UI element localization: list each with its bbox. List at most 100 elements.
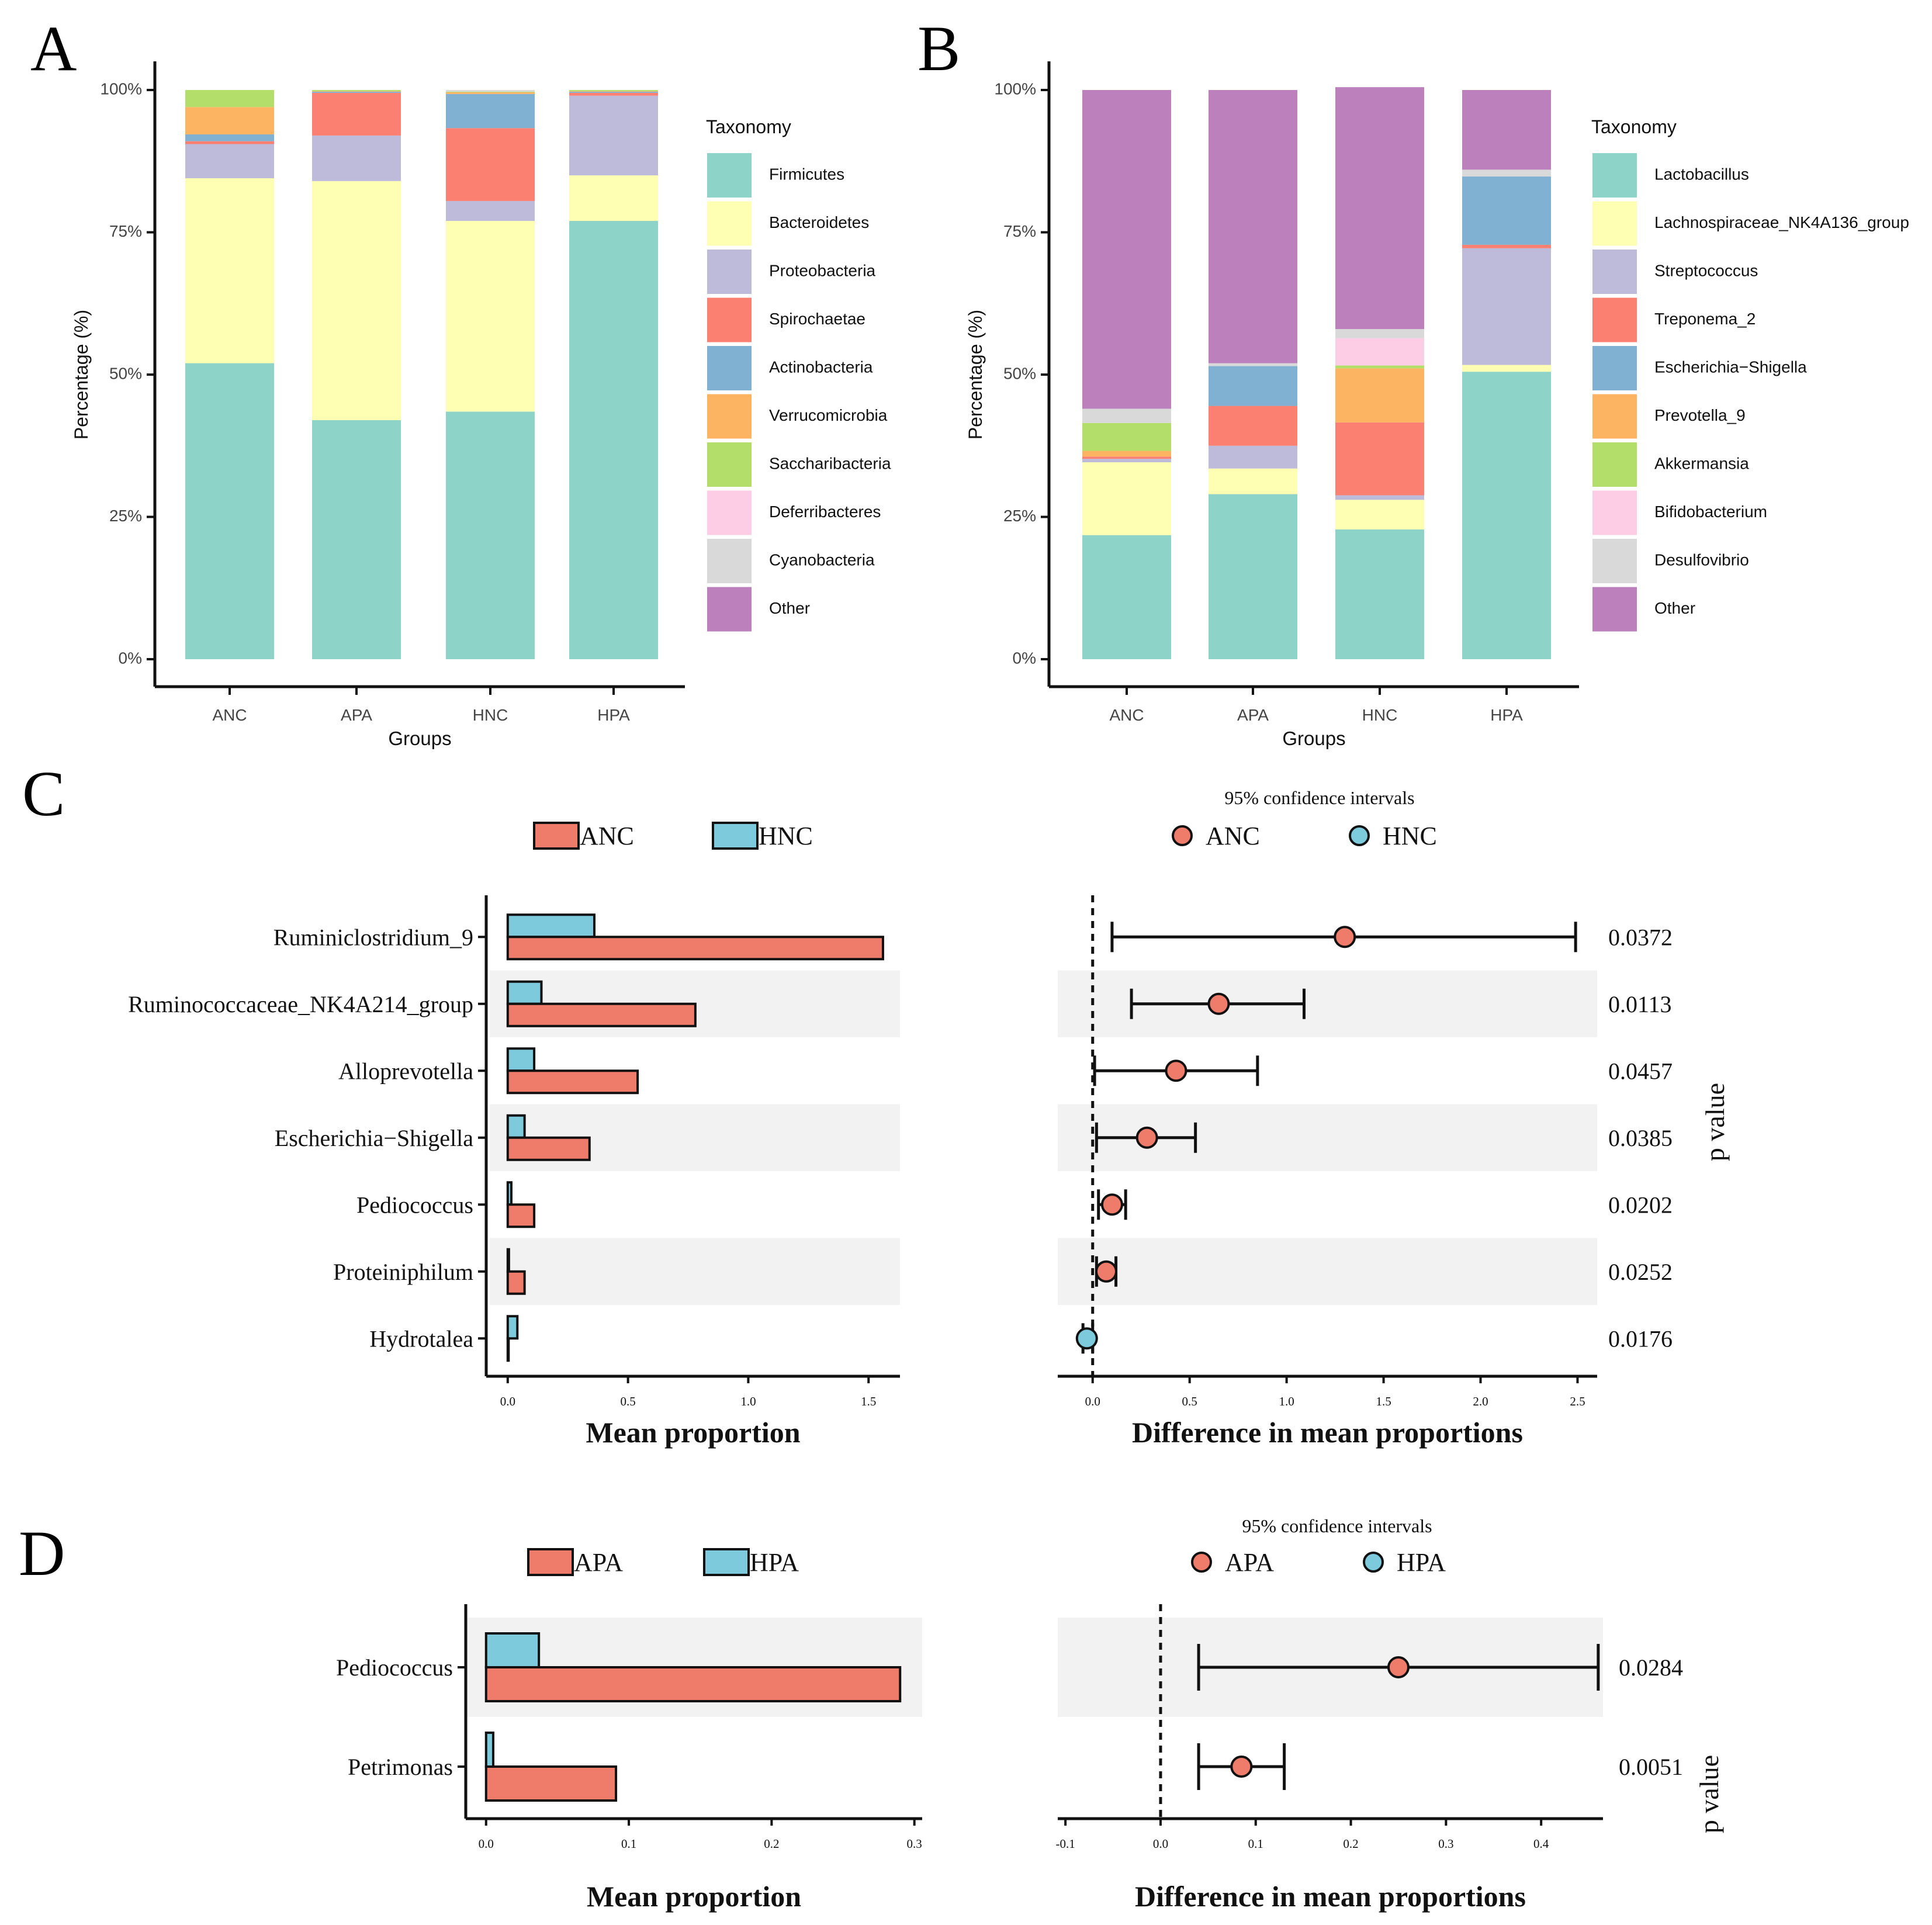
panel-b-bar-apa-streptococcus — [1209, 445, 1297, 469]
panel-a-bar-anc-saccharibacteria — [185, 90, 274, 108]
panel-b-bar-hnc-desulfovibrio — [1335, 329, 1424, 338]
panel-b-legend-title: Taxonomy — [1591, 116, 1677, 137]
panel-c-bar-anc-ruminiclostridium-9 — [506, 936, 884, 961]
panel-label-d: D — [19, 1518, 65, 1589]
panel-c-left-x-tick-label: 0.5 — [621, 1394, 636, 1408]
panel-d-ci-title: 95% confidence intervals — [1242, 1515, 1432, 1536]
panel-c-p-value-hydrotalea: 0.0176 — [1608, 1325, 1673, 1352]
panel-a-x-tick-label: HPA — [597, 706, 630, 724]
panel-b-bar-hnc-lachnospiraceae-nk4a136-group — [1335, 500, 1424, 529]
panel-c-right-x-tick-label: 1.5 — [1376, 1394, 1391, 1408]
panel-d-bar-apa-pediococcus — [484, 1666, 902, 1702]
panel-c-ci-title: 95% confidence intervals — [1224, 787, 1414, 808]
panel-a-bar-hpa-proteobacteria — [569, 95, 658, 176]
panel-b-legend-swatch — [1592, 539, 1637, 583]
panel-a-legend-label: Spirochaetae — [769, 310, 865, 328]
panel-a-y-tick-label: 50% — [109, 364, 142, 382]
panel-c-feature-label-ruminiclostridium-9: Ruminiclostridium_9 — [273, 924, 473, 950]
panel-c-bar-anc-hydrotalea — [506, 1337, 510, 1362]
panel-b-legend-swatch — [1592, 201, 1637, 246]
panel-b-legend-label: Treponema_2 — [1654, 310, 1756, 328]
panel-b-y-tick-label: 50% — [1003, 364, 1036, 382]
panel-b-bar-anc-lachnospiraceae-nk4a136-group — [1082, 462, 1171, 535]
panel-d-left-x-tick-label: 0.0 — [479, 1837, 494, 1851]
panel-d-legend-label-hpa: HPA — [750, 1548, 799, 1577]
panel-d-left-x-tick-label: 0.2 — [764, 1837, 779, 1851]
panel-c-bar-hnc-ruminococcaceae-nk4a214-group — [506, 980, 543, 1005]
panel-d-bar-apa-petrimonas — [484, 1765, 618, 1802]
panel-b-bar-anc-lactobacillus — [1082, 535, 1171, 659]
panel-b-legend-label: Escherichia−Shigella — [1654, 358, 1807, 376]
panel-c-feature-label-alloprevotella: Alloprevotella — [338, 1058, 473, 1084]
panel-b-bar-anc-treponema-2 — [1082, 456, 1171, 459]
panel-a-bar-apa-actinobacteria — [312, 91, 401, 93]
panel-a-bar-hnc-verrucomicrobia — [446, 92, 535, 94]
panel-c-p-value-ruminiclostridium-9: 0.0372 — [1608, 924, 1673, 950]
panel-b-bar-hpa-desulfovibrio — [1462, 169, 1551, 177]
panel-b-y-tick-label: 75% — [1003, 222, 1036, 240]
panel-c-left-x-tick-label: 0.0 — [500, 1394, 515, 1408]
panel-b-legend-swatch — [1592, 153, 1637, 198]
panel-c-diff-point-hydrotalea — [1075, 1327, 1098, 1350]
panel-b-bar-apa-escherichia-shigella — [1209, 366, 1297, 406]
panel-d-ci-legend-label-hpa: HPA — [1397, 1548, 1446, 1577]
panel-c-p-value-pediococcus: 0.0202 — [1608, 1192, 1673, 1218]
panel-d-right-x-tick-label: -0.1 — [1056, 1837, 1075, 1851]
panel-b-x-tick-label: APA — [1237, 706, 1269, 724]
panel-a-bar-hpa-actinobacteria — [569, 91, 658, 93]
panel-b-legend-swatch — [1592, 394, 1637, 439]
panel-d-ci-legend-label-apa: APA — [1225, 1548, 1274, 1577]
panel-d-right-x-axis-label: Difference in mean proportions — [1135, 1880, 1526, 1913]
panel-b-legend-label: Streptococcus — [1654, 261, 1758, 279]
panel-c-feature-label-escherichia-shigella: Escherichia−Shigella — [275, 1125, 473, 1151]
panel-b-legend-label: Prevotella_9 — [1654, 406, 1746, 424]
panel-c-bar-anc-escherichia-shigella — [506, 1136, 591, 1161]
panel-b-legend-swatch — [1592, 490, 1637, 535]
panel-a-legend-label: Bacteroidetes — [769, 213, 869, 231]
panel-b-bar-anc-akkermansia — [1082, 423, 1171, 451]
panel-a-legend-label: Other — [769, 599, 810, 617]
panel-a-bar-anc-firmicutes — [185, 363, 274, 659]
panel-b-bar-hnc-other — [1335, 87, 1424, 330]
panel-b-bar-hpa-lachnospiraceae-nk4a136-group — [1462, 365, 1551, 372]
panel-c-row-band-left — [490, 1238, 900, 1305]
panel-c-diff-point-ruminiclostridium-9 — [1334, 926, 1356, 948]
panel-b-bar-hpa-other — [1462, 90, 1551, 170]
panel-b-bar-hpa-treponema-2 — [1462, 244, 1551, 248]
panel-label-a: A — [30, 13, 77, 84]
panel-b-bar-apa-other — [1209, 90, 1297, 363]
panel-d-legend-label-apa: APA — [574, 1548, 623, 1577]
panel-a-legend-swatch — [707, 442, 752, 487]
panel-a-bar-anc-proteobacteria — [185, 144, 274, 178]
panel-b-legend-label: Bifidobacterium — [1654, 503, 1767, 521]
panel-c-bar-anc-pediococcus — [506, 1203, 536, 1228]
panel-b-bar-apa-desulfovibrio — [1209, 363, 1297, 366]
panel-c-p-value-escherichia-shigella: 0.0385 — [1608, 1125, 1673, 1151]
panel-b-bar-hnc-lactobacillus — [1335, 529, 1424, 659]
panel-b-bar-hnc-prevotella-9 — [1335, 368, 1424, 423]
panel-b-y-tick-label: 0% — [1013, 649, 1036, 667]
panel-b-bar-apa-lactobacillus — [1209, 494, 1297, 659]
panel-a-bar-apa-proteobacteria — [312, 135, 401, 181]
panel-a-y-axis-label: Percentage (%) — [71, 310, 92, 439]
panel-c-bar-anc-proteiniphilum — [506, 1270, 526, 1295]
panel-b-legend-label: Lactobacillus — [1654, 165, 1749, 183]
panel-d-p-value-axis-label: p value — [1694, 1755, 1724, 1833]
panel-a-y-tick-label: 25% — [109, 507, 142, 525]
panel-a-bar-hpa-spirochaetae — [569, 92, 658, 96]
panel-b-bar-hpa-escherichia-shigella — [1462, 176, 1551, 245]
panel-a-legend-label: Verrucomicrobia — [769, 406, 888, 424]
panel-d-bar-hpa-petrimonas — [484, 1732, 494, 1768]
panel-a-x-tick-label: HNC — [473, 706, 508, 724]
panel-d-right-x-tick-label: 0.1 — [1248, 1837, 1263, 1851]
panel-a-legend-swatch — [707, 153, 752, 198]
panel-d-right-x-tick-label: 0.4 — [1533, 1837, 1549, 1851]
panel-b-bar-anc-prevotella-9 — [1082, 451, 1171, 457]
panel-b-y-tick-label: 25% — [1003, 507, 1036, 525]
panel-d-ci-legend-dot-hpa — [1363, 1552, 1384, 1573]
panel-a-bar-apa-firmicutes — [312, 420, 401, 659]
panel-c-feature-label-hydrotalea: Hydrotalea — [369, 1325, 473, 1352]
panel-d-p-value-pediococcus: 0.0284 — [1619, 1654, 1683, 1681]
panel-c-right-x-tick-label: 2.0 — [1473, 1394, 1488, 1408]
